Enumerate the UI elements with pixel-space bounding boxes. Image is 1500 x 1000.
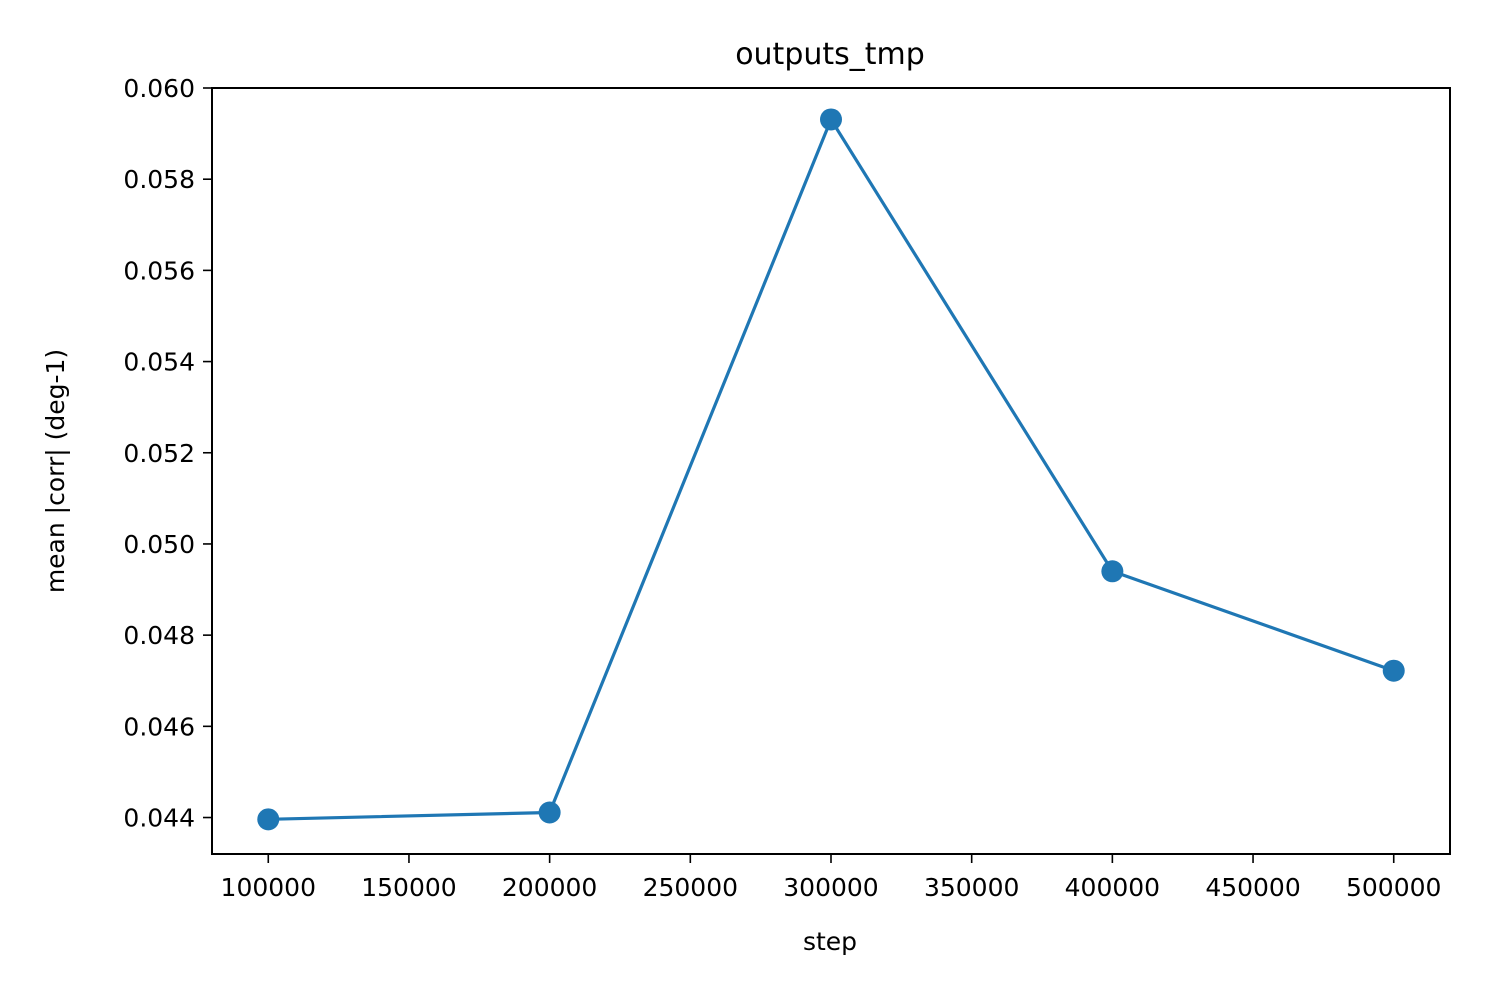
x-tick-label: 200000 — [502, 873, 597, 902]
x-tick-label: 450000 — [1205, 873, 1300, 902]
x-tick-label: 350000 — [924, 873, 1019, 902]
y-tick-label: 0.054 — [123, 348, 195, 377]
y-tick-label: 0.044 — [123, 804, 195, 833]
data-point — [257, 808, 280, 831]
chart-title: outputs_tmp — [735, 37, 925, 72]
y-tick-label: 0.046 — [123, 712, 195, 741]
y-tick-label: 0.058 — [123, 165, 195, 194]
plot-frame — [211, 87, 1451, 855]
data-point — [1382, 659, 1405, 682]
y-tick-label: 0.050 — [123, 530, 195, 559]
x-tick-label: 300000 — [783, 873, 878, 902]
y-tick-label: 0.052 — [123, 439, 195, 468]
y-tick-label: 0.060 — [123, 74, 195, 103]
x-tick-label: 400000 — [1065, 873, 1160, 902]
y-tick-label: 0.056 — [123, 256, 195, 285]
data-point — [820, 108, 842, 131]
data-point — [1101, 560, 1124, 583]
x-axis-label: step — [803, 927, 857, 956]
data-point — [538, 801, 561, 824]
x-tick-label: 150000 — [361, 873, 456, 902]
x-tick-label: 500000 — [1346, 873, 1441, 902]
series-line — [268, 117, 1395, 821]
x-tick-label: 250000 — [643, 873, 738, 902]
x-tick-label: 100000 — [221, 873, 316, 902]
y-axis-label: mean |corr| (deg-1) — [41, 349, 70, 593]
y-tick-label: 0.048 — [123, 621, 195, 650]
